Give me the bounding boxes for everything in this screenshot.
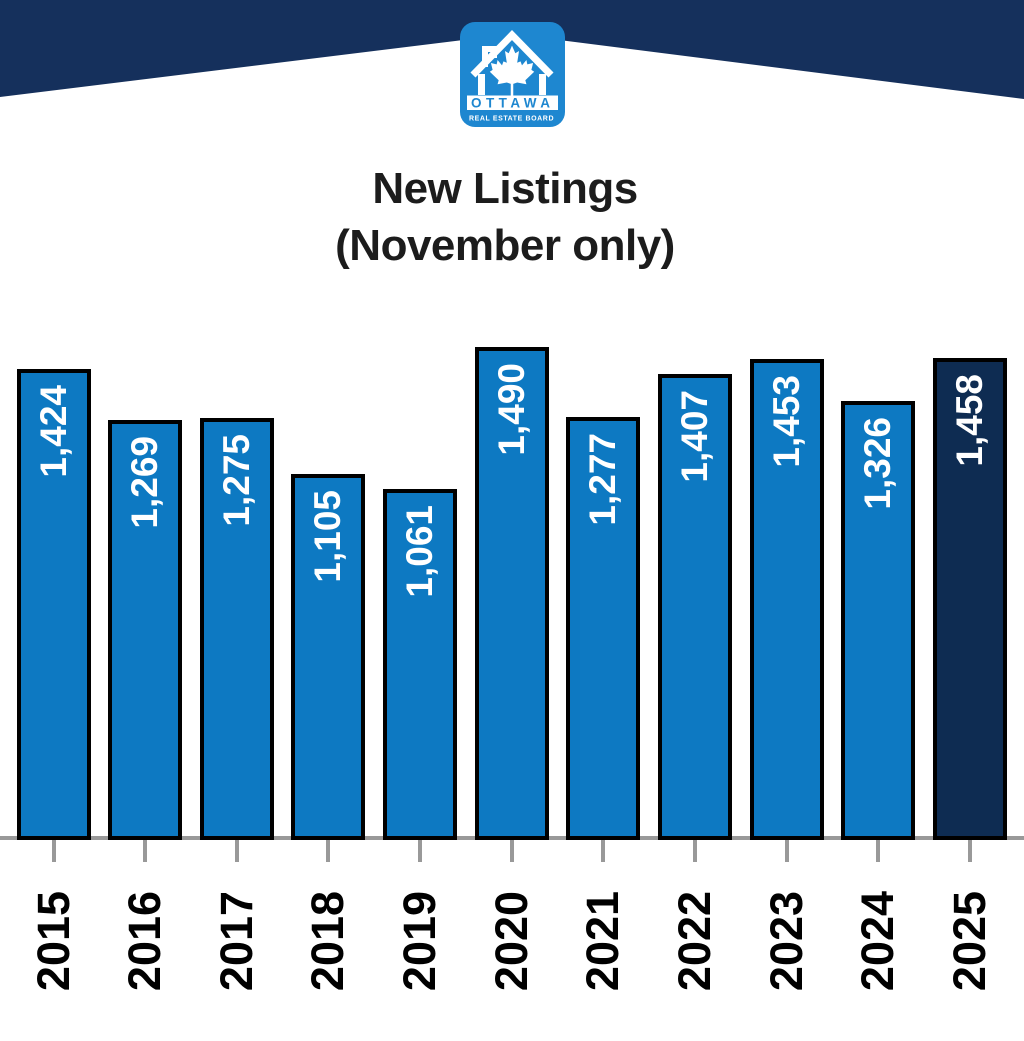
bar: 1,326 <box>841 401 916 840</box>
bar-value-label: 1,458 <box>949 374 990 467</box>
bar: 1,277 <box>566 417 641 840</box>
house-icon <box>470 29 554 95</box>
x-axis-tick <box>968 840 972 862</box>
x-axis-tick <box>51 840 56 862</box>
x-axis-label: 2019 <box>394 890 446 992</box>
bar: 1,061 <box>383 489 458 840</box>
x-axis-label: 2024 <box>852 890 904 992</box>
x-axis-label: 2025 <box>944 890 995 992</box>
chart-title-line1: New Listings <box>372 164 638 213</box>
x-axis-label: 2015 <box>27 890 79 992</box>
x-axis-tick <box>234 840 239 862</box>
header-band: OTTAWA REAL ESTATE BOARD <box>0 0 1024 127</box>
bar-value-label: 1,061 <box>399 505 441 598</box>
bar-value-label: 1,490 <box>490 363 532 456</box>
bar-value-label: 1,407 <box>674 390 716 483</box>
bar: 1,458 <box>933 358 1007 840</box>
x-axis-tick <box>143 840 148 862</box>
x-axis-label: 2023 <box>760 890 812 992</box>
x-axis-label: 2017 <box>210 890 262 992</box>
bar-value-label: 1,453 <box>765 375 807 468</box>
bar: 1,407 <box>658 374 733 840</box>
bar-value-label: 1,275 <box>215 434 257 527</box>
bar: 1,269 <box>108 420 183 840</box>
x-axis-tick <box>601 840 606 862</box>
x-axis-label: 2018 <box>302 890 354 992</box>
bar: 1,105 <box>291 474 366 840</box>
header-navy-shape <box>0 0 1024 99</box>
logo-banner-text: OTTAWA <box>471 96 553 111</box>
logo-banner <box>467 95 558 110</box>
bar-value-label: 1,277 <box>582 433 624 526</box>
logo-subtext: REAL ESTATE BOARD <box>469 116 555 123</box>
x-axis-label: 2016 <box>119 890 171 992</box>
x-axis-tick <box>418 840 423 862</box>
x-axis-tick <box>876 840 881 862</box>
chart-title: New Listings (November only) <box>0 160 1010 274</box>
x-axis-tick <box>693 840 698 862</box>
bar-value-label: 1,105 <box>307 490 349 583</box>
bar-value-label: 1,424 <box>32 385 74 478</box>
x-axis-label: 2020 <box>485 890 537 992</box>
bar-value-label: 1,269 <box>124 436 166 529</box>
bar: 1,453 <box>749 359 824 840</box>
bar: 1,490 <box>474 347 549 840</box>
chart-title-line2: (November only) <box>335 221 675 270</box>
x-axis-label: 2021 <box>577 890 629 992</box>
bar-value-label: 1,326 <box>857 417 899 510</box>
oreb-logo: OTTAWA REAL ESTATE BOARD <box>460 22 565 127</box>
x-axis-tick <box>509 840 514 862</box>
x-axis-tick <box>326 840 331 862</box>
bar: 1,275 <box>199 418 274 840</box>
bar: 1,424 <box>16 369 91 840</box>
maple-leaf-icon <box>489 45 535 96</box>
x-axis-label: 2022 <box>669 890 721 992</box>
x-axis-tick <box>784 840 789 862</box>
